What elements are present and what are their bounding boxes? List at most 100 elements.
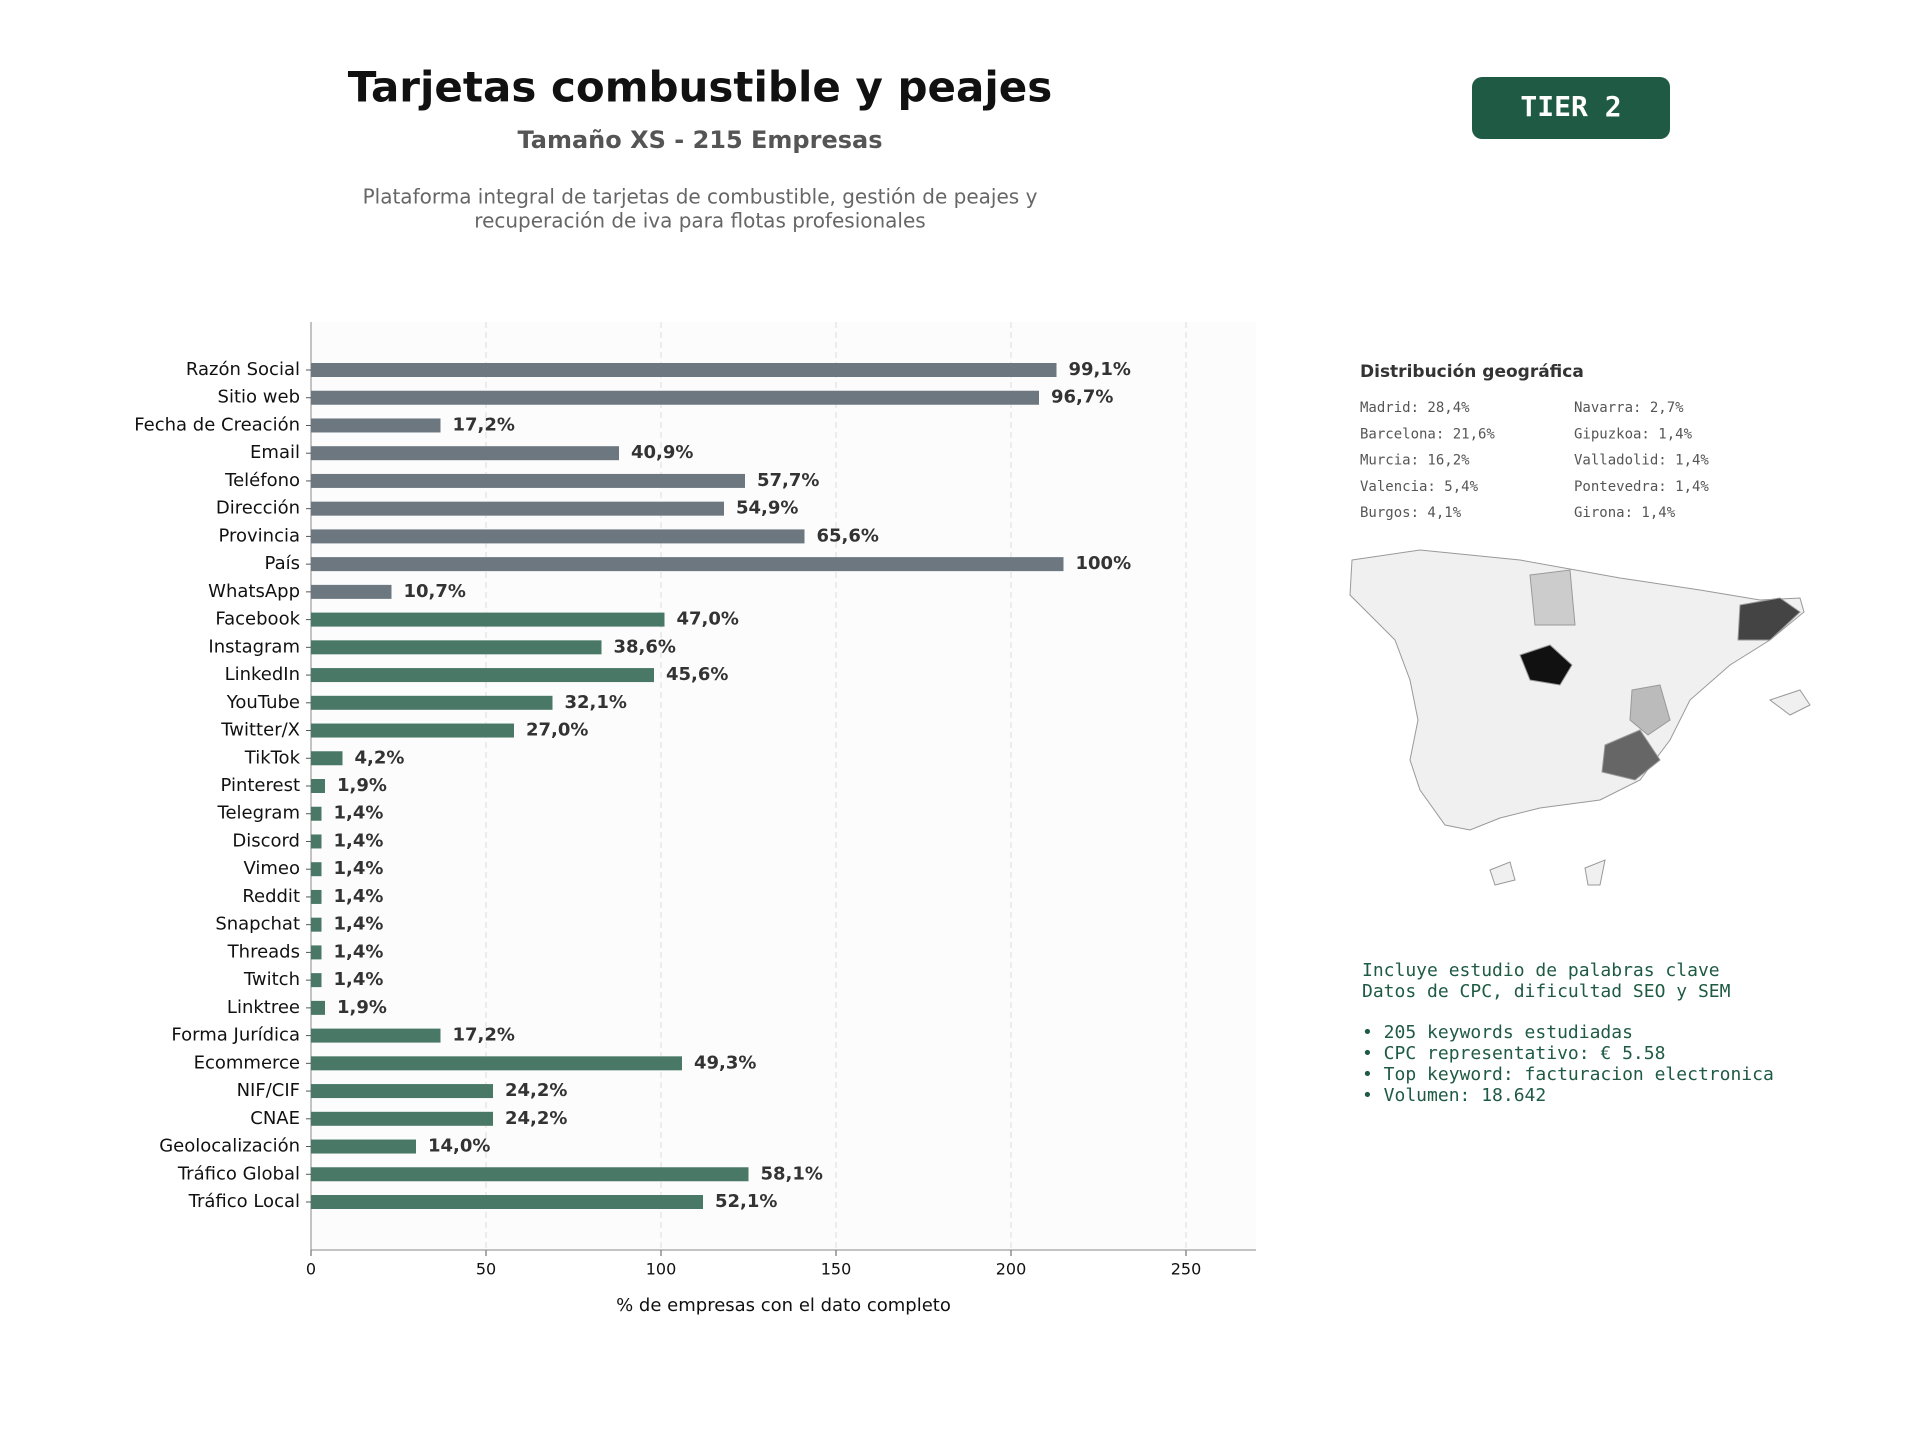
bar xyxy=(311,557,1064,572)
keywords-bullet: • Top keyword: facturacion electronica xyxy=(1362,1064,1774,1085)
bar xyxy=(311,584,392,599)
value-label: 47,0% xyxy=(677,609,739,630)
geo-item: Girona: 1,4% xyxy=(1574,505,1676,521)
bar xyxy=(311,1084,493,1099)
keywords-bullet: • 205 keywords estudiadas xyxy=(1362,1022,1633,1043)
geo-item: Navarra: 2,7% xyxy=(1574,400,1684,416)
value-label: 99,1% xyxy=(1069,359,1131,380)
y-tick-label: Teléfono xyxy=(224,470,300,491)
value-label: 52,1% xyxy=(715,1191,777,1212)
y-tick-label: LinkedIn xyxy=(225,664,300,685)
title: Tarjetas combustible y peajes xyxy=(348,63,1053,112)
badge xyxy=(1472,77,1670,139)
bar xyxy=(311,917,322,932)
map-island xyxy=(1768,689,1811,716)
value-label: 1,4% xyxy=(334,886,384,907)
geo-item: Burgos: 4,1% xyxy=(1360,505,1462,521)
value-label: 96,7% xyxy=(1051,387,1113,408)
y-tick-label: Snapchat xyxy=(215,914,300,935)
value-label: 1,9% xyxy=(337,775,387,796)
map-mainland xyxy=(1349,549,1805,831)
bar xyxy=(311,695,553,710)
keywords-bullet: • CPC representativo: € 5.58 xyxy=(1362,1043,1665,1064)
map-region xyxy=(1629,684,1671,736)
bar xyxy=(311,751,343,766)
y-tick-label: NIF/CIF xyxy=(237,1080,300,1101)
value-label: 17,2% xyxy=(453,414,515,435)
bar xyxy=(311,418,441,433)
bar xyxy=(311,1000,325,1015)
geo-item: Murcia: 16,2% xyxy=(1360,453,1470,469)
description: Plataforma integral de tarjetas de combu… xyxy=(363,185,1038,209)
description: recuperación de iva para flotas profesio… xyxy=(474,209,925,233)
y-tick-label: Facebook xyxy=(215,609,300,630)
bar xyxy=(311,723,514,738)
value-label: 24,2% xyxy=(505,1108,567,1129)
subtitle: Tamaño XS - 215 Empresas xyxy=(518,126,883,154)
bar xyxy=(311,1111,493,1126)
value-label: 100% xyxy=(1076,553,1132,574)
plot-area xyxy=(311,322,1256,1250)
y-tick-label: Telegram xyxy=(217,803,300,824)
y-tick-label: Provincia xyxy=(218,525,300,546)
value-label: 1,4% xyxy=(334,941,384,962)
bar xyxy=(311,1056,682,1071)
geo-item: Madrid: 28,4% xyxy=(1360,400,1470,416)
y-tick-label: Threads xyxy=(227,941,300,962)
y-tick-label: Ecommerce xyxy=(194,1052,300,1073)
value-label: 4,2% xyxy=(355,747,405,768)
bar xyxy=(311,806,322,821)
bar xyxy=(311,501,724,516)
y-tick-label: CNAE xyxy=(250,1108,300,1129)
bar xyxy=(311,668,654,683)
value-label: 32,1% xyxy=(565,692,627,713)
value-label: 24,2% xyxy=(505,1080,567,1101)
y-tick-label: Geolocalización xyxy=(159,1136,300,1157)
map-region xyxy=(1519,644,1573,686)
value-label: 54,9% xyxy=(736,498,798,519)
map-region xyxy=(1529,569,1576,626)
y-tick-label: Twitter/X xyxy=(220,720,300,741)
map-region xyxy=(1737,597,1801,641)
bar xyxy=(311,862,322,877)
y-tick-label: YouTube xyxy=(226,692,300,713)
x-tick-label: 200 xyxy=(996,1260,1027,1279)
badge-text: TIER 2 xyxy=(1520,90,1621,123)
y-tick-label: Tráfico Global xyxy=(177,1163,300,1184)
y-tick-label: Razón Social xyxy=(186,359,300,380)
y-tick-label: Instagram xyxy=(208,636,300,657)
geo-item: Valladolid: 1,4% xyxy=(1574,453,1709,469)
bar xyxy=(311,945,322,960)
value-label: 65,6% xyxy=(817,525,879,546)
y-tick-label: Pinterest xyxy=(220,775,300,796)
bar xyxy=(311,889,322,904)
value-label: 1,4% xyxy=(334,969,384,990)
x-axis-label: % de empresas con el dato completo xyxy=(616,1295,951,1316)
value-label: 38,6% xyxy=(614,636,676,657)
bar xyxy=(311,1195,703,1209)
value-label: 45,6% xyxy=(666,664,728,685)
bar xyxy=(311,1028,441,1043)
map-region xyxy=(1601,729,1661,781)
value-label: 1,9% xyxy=(337,997,387,1018)
value-label: 14,0% xyxy=(428,1136,490,1157)
value-label: 49,3% xyxy=(694,1052,756,1073)
x-tick-label: 100 xyxy=(646,1260,677,1279)
bar xyxy=(311,973,322,988)
value-label: 27,0% xyxy=(526,720,588,741)
bar xyxy=(311,446,619,461)
y-tick-label: Tráfico Local xyxy=(188,1191,300,1212)
x-tick-label: 250 xyxy=(1171,1260,1202,1279)
y-tick-label: Dirección xyxy=(216,498,300,519)
value-label: 1,4% xyxy=(334,914,384,935)
value-label: 40,9% xyxy=(631,442,693,463)
geo-item: Barcelona: 21,6% xyxy=(1360,426,1495,442)
value-label: 1,4% xyxy=(334,830,384,851)
value-label: 58,1% xyxy=(761,1163,823,1184)
y-tick-label: Fecha de Creación xyxy=(134,414,300,435)
keywords-bullet: • Volumen: 18.642 xyxy=(1362,1085,1546,1106)
keywords-intro: Incluye estudio de palabras clave xyxy=(1362,960,1720,981)
y-tick-label: País xyxy=(265,553,300,574)
keywords-intro: Datos de CPC, dificultad SEO y SEM xyxy=(1362,981,1731,1002)
